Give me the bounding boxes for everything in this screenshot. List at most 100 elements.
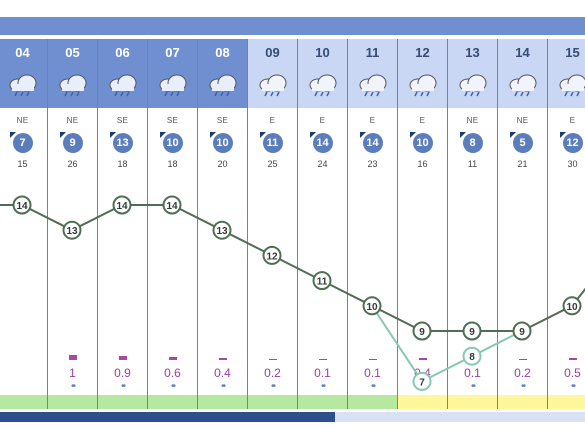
rain-amount: 0.2	[264, 366, 281, 380]
wind-direction: E	[319, 116, 326, 125]
wind-direction: NE	[66, 116, 79, 125]
svg-text:14: 14	[116, 201, 128, 212]
rain-amount: 0.5	[564, 366, 581, 380]
svg-text:9: 9	[419, 327, 425, 338]
wind-speed-badge: 10	[212, 133, 233, 153]
day-number: 15	[565, 45, 580, 60]
rain-amount-bar	[268, 358, 277, 360]
rain-amount: 0.1	[464, 366, 481, 380]
temperature-chart: 7 8 14 13 14 14 13 12 11 10 9 9 9 10	[0, 195, 585, 391]
alert-band	[348, 395, 397, 409]
max-temperature-point: 14	[162, 195, 182, 215]
wind-gust: 11	[467, 159, 478, 169]
rain-cloud-icon	[159, 74, 186, 97]
wind-direction-arrow-icon	[559, 132, 566, 138]
svg-text:14: 14	[166, 201, 178, 212]
wind-gust: 24	[317, 159, 328, 169]
day-column[interactable]: 10 E 14 24 0.1 ••	[297, 39, 347, 409]
rain-amount-bar	[368, 358, 377, 360]
rain-cloud-icon	[59, 74, 86, 97]
svg-text:14: 14	[16, 201, 28, 212]
day-header	[548, 39, 585, 108]
day-column[interactable]: 08 SE 10 20 0.4 ••	[197, 39, 247, 409]
day-column[interactable]: 09 E 11 25 0.2 ••	[247, 39, 297, 409]
day-column[interactable]: 04 NE 7 15	[0, 39, 47, 409]
rain-drops-icon: ••	[120, 381, 126, 392]
max-temperature-line	[0, 204, 585, 332]
rain-amount-bar	[68, 355, 77, 360]
alert-band	[48, 395, 97, 409]
wind-direction: NE	[516, 116, 529, 125]
wind-gust: 25	[267, 159, 278, 169]
alert-band	[98, 395, 147, 409]
day-number: 04	[15, 45, 30, 60]
max-temperature-point: 9	[412, 321, 432, 341]
wind-gust: 26	[67, 159, 78, 169]
day-number: 12	[415, 45, 430, 60]
rain-cloud-icon	[509, 74, 536, 97]
day-column[interactable]: 05 NE 9 26 1 ••	[47, 39, 97, 409]
rain-amount-bar	[518, 358, 527, 360]
rain-amount: 0.9	[114, 366, 131, 380]
day-header	[0, 39, 47, 108]
wind-speed-badge: 9	[62, 133, 83, 153]
day-number: 06	[115, 45, 130, 60]
day-column[interactable]: 15 E 12 30 0.5 ••	[547, 39, 585, 409]
max-temperature-point: 13	[62, 220, 82, 240]
wind-direction-arrow-icon	[59, 132, 66, 138]
wind-gust: 16	[417, 159, 428, 169]
rain-amount-bar	[318, 358, 327, 360]
day-column[interactable]: 14 NE 5 21 0.2 ••	[497, 39, 547, 409]
day-number: 11	[365, 45, 380, 60]
alert-band	[298, 395, 347, 409]
top-header-bar	[0, 17, 585, 35]
timeline-scrollbar[interactable]	[0, 412, 585, 422]
rain-drops-icon: ••	[470, 381, 476, 392]
rain-cloud-icon	[259, 74, 286, 97]
rain-cloud-icon	[309, 74, 336, 97]
day-number: 05	[65, 45, 80, 60]
day-column[interactable]: 11 E 14 23 0.1 ••	[347, 39, 397, 409]
svg-text:10: 10	[366, 302, 378, 313]
wind-speed-badge: 12	[562, 133, 583, 153]
min-temperature-point: 8	[462, 346, 482, 366]
timeline-scrollbar-thumb[interactable]	[0, 412, 335, 422]
day-header	[498, 39, 547, 108]
wind-direction-arrow-icon	[409, 132, 416, 138]
rain-amount: 0.1	[314, 366, 331, 380]
rain-drops-icon: ••	[320, 381, 326, 392]
rain-amount: 0.1	[364, 366, 381, 380]
alert-band	[248, 395, 297, 409]
day-header	[348, 39, 397, 108]
day-header	[448, 39, 497, 108]
day-column[interactable]: 13 NE 8 11 0.1 ••	[447, 39, 497, 409]
wind-direction-arrow-icon	[9, 132, 16, 138]
svg-text:13: 13	[66, 226, 78, 237]
alert-band	[498, 395, 547, 409]
day-column[interactable]: 07 SE 10 18 0.6 ••	[147, 39, 197, 409]
max-temperature-point: 14	[12, 195, 32, 215]
rain-drops-icon: ••	[520, 381, 526, 392]
day-number: 09	[265, 45, 280, 60]
rain-cloud-icon	[559, 74, 585, 97]
rain-drops-icon: ••	[370, 381, 376, 392]
day-column[interactable]: 06 SE 13 18 0.9 ••	[97, 39, 147, 409]
max-temperature-point: 10	[362, 296, 382, 316]
alert-band	[148, 395, 197, 409]
day-column[interactable]: 12E10160.4••	[397, 39, 447, 409]
day-header	[98, 39, 147, 108]
rain-cloud-icon	[359, 74, 386, 97]
rain-drops-icon: ••	[570, 381, 576, 392]
wind-speed-badge: 14	[312, 133, 333, 153]
svg-text:9: 9	[519, 327, 525, 338]
wind-gust: 23	[367, 159, 378, 169]
wind-gust: 21	[517, 159, 528, 169]
svg-text:12: 12	[266, 251, 278, 262]
alert-band	[448, 395, 497, 409]
rain-cloud-icon	[409, 74, 436, 97]
wind-direction-arrow-icon	[509, 132, 516, 138]
svg-text:8: 8	[469, 352, 475, 363]
wind-direction-arrow-icon	[459, 132, 466, 138]
rain-drops-icon: ••	[170, 381, 176, 392]
wind-direction: E	[419, 116, 426, 125]
